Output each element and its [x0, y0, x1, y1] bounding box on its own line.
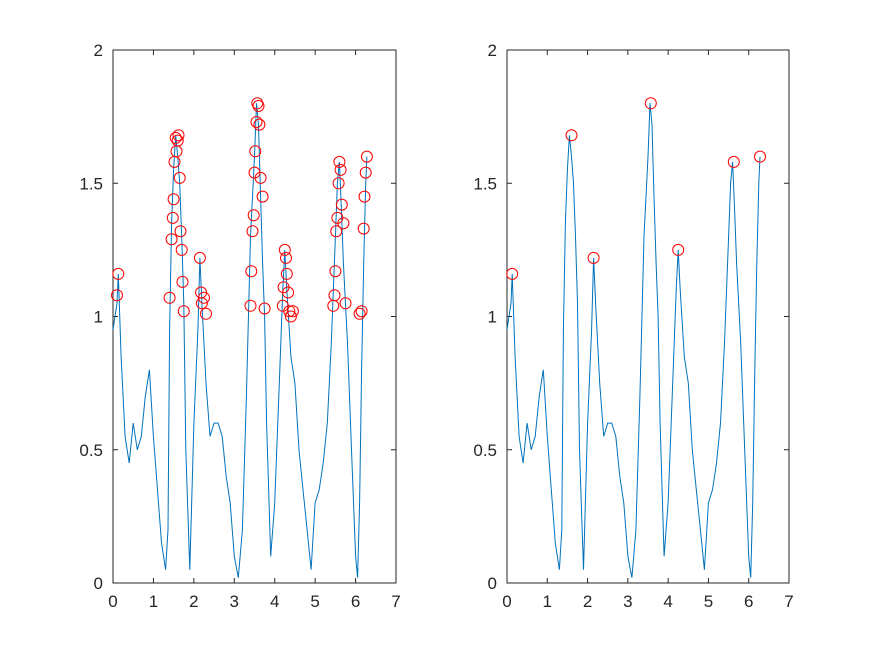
peak-marker: [727, 155, 740, 168]
peak-marker: [176, 275, 189, 288]
y-tick-label: 1: [488, 308, 497, 327]
peak-marker: [258, 302, 271, 315]
peak-marker: [246, 225, 259, 238]
peak-marker: [355, 305, 368, 318]
x-tick-label: 3: [230, 592, 239, 611]
x-tick-label: 2: [189, 592, 198, 611]
peak-marker: [171, 134, 184, 147]
peak-marker: [163, 291, 176, 304]
peak-marker: [167, 193, 180, 206]
peak-marker: [166, 211, 179, 224]
peak-marker: [193, 251, 206, 264]
peak-marker: [247, 209, 260, 222]
peak-marker: [165, 233, 178, 246]
peak-marker: [252, 100, 265, 112]
y-tick-label: 1.5: [473, 174, 497, 193]
y-tick-label: 0: [488, 574, 497, 593]
peak-marker: [334, 163, 347, 176]
peak-marker: [328, 289, 341, 302]
left-plot: 0 1 2 3 4 5 6 7 0 0.5 1 1.5 2: [79, 41, 400, 611]
peak-marker: [200, 307, 212, 320]
x-tick-label: 1: [543, 592, 552, 611]
peak-marker: [286, 305, 299, 318]
peak-marker: [353, 307, 366, 320]
y-tick-label: 2: [488, 41, 497, 60]
y-tick-label: 2: [94, 41, 103, 60]
peak-marker: [278, 243, 291, 256]
x-tick-label: 5: [310, 592, 319, 611]
peak-marker: [565, 129, 578, 142]
y-tick-label: 0: [94, 574, 103, 593]
peak-marker: [357, 222, 370, 235]
peak-marker: [329, 265, 342, 278]
peak-marker: [284, 310, 297, 323]
x-tick-label: 3: [623, 592, 632, 611]
peak-marker: [249, 145, 262, 158]
right-plot: 0 1 2 3 4 5 6 7 0 0.5 1 1.5 2: [473, 41, 793, 611]
peak-marker: [250, 116, 263, 128]
peak-marker: [358, 190, 371, 203]
peak-marker: [506, 267, 519, 280]
peak-marker: [339, 297, 352, 310]
peak-marker: [175, 243, 188, 256]
peak-marker: [254, 171, 267, 184]
x-tick-label: 5: [704, 592, 713, 611]
series-line: [112, 103, 368, 578]
x-tick-label: 4: [663, 592, 672, 611]
peak-marker: [280, 251, 292, 264]
peak-marker: [280, 267, 293, 280]
x-tick-label: 7: [391, 592, 400, 611]
x-tick-label: 7: [784, 592, 793, 611]
series-line: [506, 103, 761, 578]
peak-marker: [335, 198, 348, 211]
peak-marker: [169, 131, 182, 144]
peak-marker: [245, 265, 258, 278]
y-tick-label: 1.5: [79, 174, 103, 193]
peak-marker: [172, 129, 185, 142]
peak-marker: [587, 251, 600, 264]
x-tick-label: 0: [502, 592, 511, 611]
peak-marker: [256, 190, 269, 203]
peak-marker: [359, 166, 372, 179]
peak-marker: [173, 171, 186, 184]
peak-marker: [337, 217, 350, 230]
peak-marker: [244, 299, 257, 312]
y-tick-label: 0.5: [473, 441, 497, 460]
x-tick-label: 1: [149, 592, 158, 611]
peak-marker: [283, 305, 296, 318]
x-tick-label: 4: [270, 592, 279, 611]
peak-marker: [112, 267, 125, 280]
y-tick-label: 1: [94, 308, 103, 327]
peak-marker: [253, 118, 266, 131]
x-tick-label: 6: [351, 592, 360, 611]
x-tick-label: 2: [583, 592, 592, 611]
peak-marker: [672, 243, 685, 256]
x-tick-label: 0: [108, 592, 117, 611]
peak-marker: [111, 289, 123, 302]
peak-marker: [754, 150, 766, 163]
peak-marker: [644, 97, 657, 110]
peak-marker: [177, 305, 190, 318]
peak-marker: [333, 155, 346, 168]
peak-marker: [282, 286, 295, 299]
peak-marker: [330, 225, 343, 238]
x-tick-label: 6: [744, 592, 753, 611]
peak-marker: [195, 297, 208, 310]
peak-marker: [332, 177, 345, 190]
peak-marker: [360, 150, 373, 163]
peak-marker: [198, 291, 210, 304]
y-tick-label: 0.5: [79, 441, 103, 460]
peak-marker: [174, 225, 187, 238]
